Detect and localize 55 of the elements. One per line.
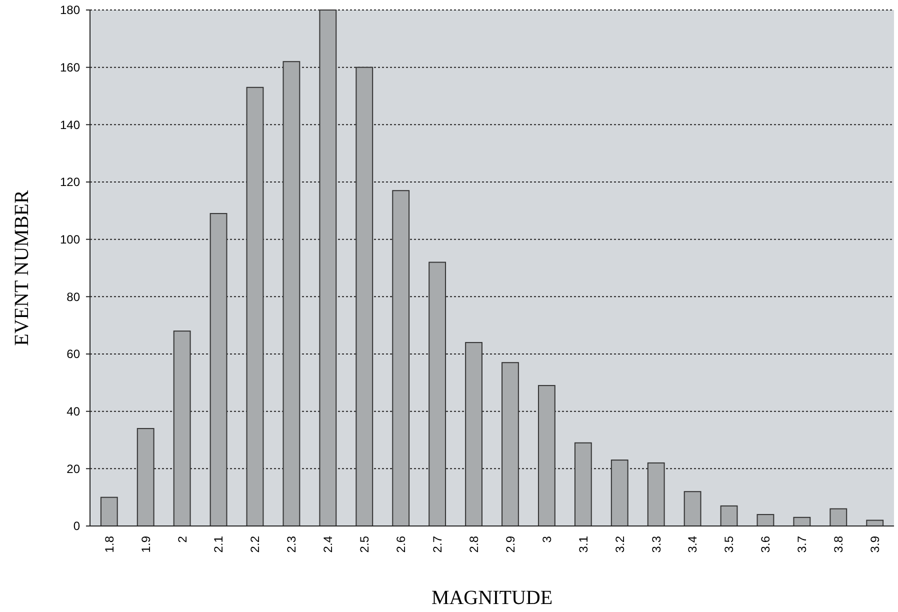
y-tick-label: 160 — [60, 60, 80, 75]
x-tick-label: 3.1 — [576, 536, 590, 553]
y-tick-label: 120 — [60, 175, 80, 190]
bar — [538, 385, 556, 526]
x-tick-label: 2.2 — [248, 536, 262, 553]
x-tick-label: 2.7 — [430, 536, 445, 553]
x-tick-label: 2.4 — [321, 536, 336, 553]
x-tick-label: 1.9 — [138, 536, 153, 553]
y-axis-title: EVENT NUMBER — [11, 189, 33, 346]
bar — [136, 428, 154, 526]
x-tick-label: 3.2 — [612, 536, 627, 553]
x-tick-label: 2.6 — [394, 536, 408, 553]
bar — [830, 508, 848, 526]
bar — [574, 442, 592, 526]
x-tick-label: 2.9 — [503, 536, 518, 553]
x-tick-label: 2.5 — [358, 536, 372, 553]
bar — [319, 10, 337, 526]
bar — [502, 362, 519, 526]
y-tick-label: 80 — [66, 290, 80, 304]
bar — [428, 262, 446, 526]
x-tick-label: 2 — [175, 536, 190, 543]
x-tick-label: 3.7 — [795, 536, 810, 553]
bar — [720, 505, 738, 526]
y-tick-label: 100 — [60, 232, 80, 247]
bar — [173, 330, 191, 526]
x-tick-label: 2.1 — [212, 536, 226, 553]
y-tick-label: 60 — [66, 347, 80, 362]
y-tick-label: 140 — [60, 118, 80, 132]
bar — [610, 460, 628, 526]
bar — [282, 61, 300, 526]
bar — [465, 342, 482, 526]
bar — [684, 491, 702, 526]
y-tick-label: 40 — [66, 404, 80, 419]
x-tick-label: 3.8 — [832, 536, 846, 553]
bar — [246, 86, 264, 526]
bar — [793, 516, 811, 526]
x-tick-label: 3.3 — [649, 536, 664, 553]
bar — [100, 496, 118, 526]
bar — [756, 514, 774, 526]
x-tick-label: 3.5 — [722, 536, 736, 553]
x-tick-label: 3.4 — [686, 536, 700, 553]
x-tick-label: 2.8 — [466, 536, 481, 553]
x-tick-label: 3.9 — [868, 536, 882, 553]
bar — [210, 213, 228, 526]
x-tick-label: 1.8 — [102, 536, 116, 553]
bar — [356, 66, 374, 526]
bar — [647, 462, 665, 526]
x-tick-label: 3 — [540, 536, 554, 543]
x-tick-label: 2.3 — [284, 536, 299, 553]
x-axis-title: MAGNITUDE — [431, 587, 553, 609]
y-tick-label: 20 — [66, 462, 80, 476]
bar — [392, 190, 410, 526]
y-tick-label: 180 — [60, 3, 80, 18]
y-tick-label: 0 — [73, 519, 80, 534]
x-tick-label: 3.6 — [758, 536, 773, 553]
